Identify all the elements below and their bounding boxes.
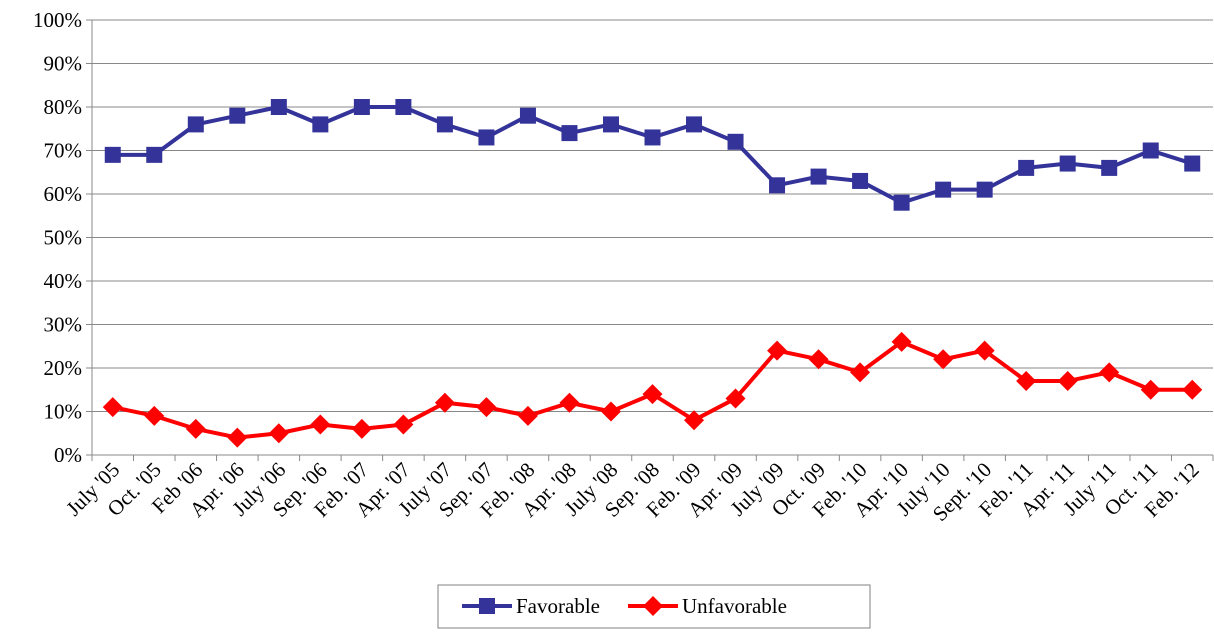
marker: [976, 181, 993, 198]
marker: [353, 99, 370, 115]
marker: [395, 99, 412, 115]
marker: [102, 397, 123, 418]
series-line: [112, 105, 1193, 205]
marker: [1099, 362, 1120, 383]
marker: [602, 116, 619, 133]
marker: [268, 423, 289, 444]
marker: [935, 181, 952, 198]
marker: [312, 116, 329, 133]
y-tick-label: 20%: [44, 356, 83, 380]
y-tick-label: 50%: [44, 226, 83, 250]
marker: [727, 133, 744, 150]
marker: [476, 397, 497, 418]
y-tick-label: 100%: [33, 8, 82, 32]
marker: [146, 146, 163, 163]
marker: [478, 129, 495, 146]
marker: [479, 598, 495, 614]
marker: [1182, 379, 1203, 400]
marker: [310, 414, 331, 435]
marker: [559, 392, 580, 413]
marker: [767, 340, 788, 361]
marker: [270, 99, 287, 115]
marker: [519, 107, 536, 124]
legend-label: Favorable: [516, 594, 600, 618]
marker: [351, 418, 372, 439]
marker: [1059, 155, 1076, 172]
marker: [686, 116, 703, 133]
y-tick-label: 90%: [44, 52, 83, 76]
marker: [1057, 371, 1078, 392]
marker: [104, 146, 121, 163]
marker: [1140, 379, 1161, 400]
marker: [1018, 159, 1035, 176]
y-tick-label: 80%: [44, 95, 83, 119]
marker: [850, 362, 871, 383]
marker: [600, 401, 621, 422]
marker: [227, 427, 248, 448]
marker: [1142, 142, 1159, 159]
marker: [808, 349, 829, 370]
marker: [852, 172, 869, 189]
marker: [810, 168, 827, 185]
marker: [144, 405, 165, 426]
marker: [434, 392, 455, 413]
marker: [436, 116, 453, 133]
marker: [187, 116, 204, 133]
marker: [725, 388, 746, 409]
y-tick-label: 70%: [44, 139, 83, 163]
marker: [933, 349, 954, 370]
legend-label: Unfavorable: [682, 594, 787, 618]
marker: [517, 405, 538, 426]
marker: [1101, 159, 1118, 176]
marker: [644, 129, 661, 146]
marker: [769, 177, 786, 194]
marker: [393, 414, 414, 435]
marker: [642, 384, 663, 405]
marker: [684, 410, 705, 431]
y-tick-label: 30%: [44, 313, 83, 337]
y-tick-label: 60%: [44, 182, 83, 206]
marker: [974, 340, 995, 361]
marker: [185, 418, 206, 439]
marker: [891, 331, 912, 352]
marker: [1184, 155, 1201, 172]
y-tick-label: 10%: [44, 400, 83, 424]
y-tick-label: 0%: [54, 443, 82, 467]
marker: [1016, 371, 1037, 392]
marker: [561, 125, 578, 142]
marker: [893, 194, 910, 211]
marker: [229, 107, 246, 124]
y-tick-label: 40%: [44, 269, 83, 293]
marker: [642, 596, 663, 616]
